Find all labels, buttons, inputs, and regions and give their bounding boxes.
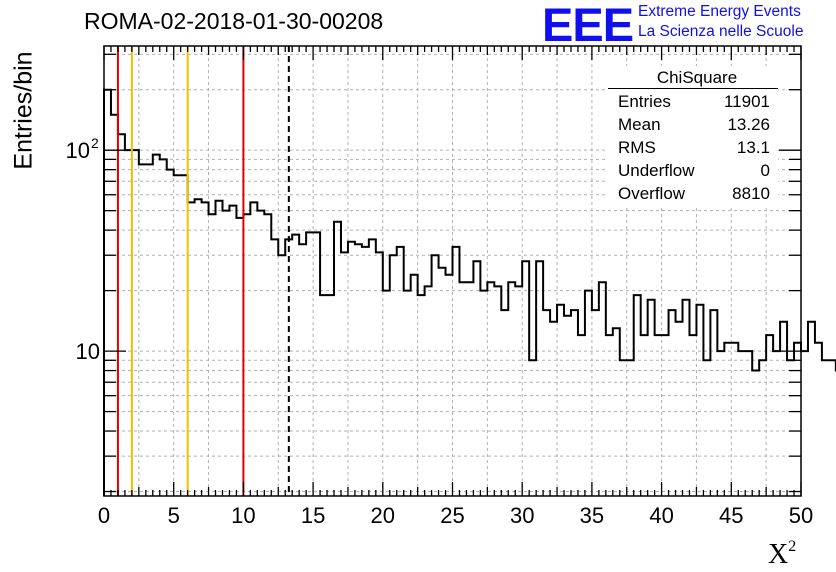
x-tick-label: 35 (580, 503, 604, 528)
x-tick-label: 5 (168, 503, 180, 528)
axis-ticks (103, 46, 802, 496)
x-tick-label: 0 (98, 503, 110, 528)
stats-value: 13.26 (727, 115, 770, 134)
y-tick-label: 10 (76, 339, 100, 364)
x-axis-label: X2 (768, 538, 796, 571)
logo-text-line-1: Extreme Energy Events (638, 3, 801, 20)
eee-logo-mark: EEE (542, 0, 634, 51)
stats-label: RMS (618, 138, 656, 157)
x-tick-label: 30 (510, 503, 534, 528)
histogram-series (103, 88, 836, 496)
reference-lines (116, 46, 290, 496)
stats-box: ChiSquare Entries 11901 Mean 13.26 RMS 13.1… (608, 66, 778, 205)
x-tick-label: 20 (371, 503, 395, 528)
y-tick-label-exponent: 2 (91, 135, 99, 151)
stats-value: 0 (760, 161, 770, 180)
stats-label: Mean (618, 115, 661, 134)
x-tick-label: 25 (440, 503, 464, 528)
stats-row-underflow: Underflow 0 (608, 159, 778, 182)
stats-box-title: ChiSquare (608, 66, 778, 89)
grid-lines (104, 46, 801, 496)
stats-row-entries: Entries 11901 (608, 90, 778, 113)
logo-text-line-2: La Scienza nelle Scuole (638, 23, 804, 40)
stats-label: Entries (618, 92, 671, 111)
y-tick-label: 10 (66, 138, 90, 163)
x-tick-label: 15 (301, 503, 325, 528)
y-axis-label: Entries/bin (9, 51, 38, 170)
histogram-line (103, 88, 836, 496)
stats-value: 13.1 (736, 138, 770, 157)
chart-title: ROMA-02-2018-01-30-00208 (84, 8, 384, 34)
stats-label: Underflow (618, 161, 695, 180)
stats-row-mean: Mean 13.26 (608, 113, 778, 136)
stats-label: Overflow (618, 184, 686, 203)
stats-value: 11901 (723, 92, 770, 111)
x-tick-label: 10 (231, 503, 255, 528)
x-tick-label: 50 (789, 503, 813, 528)
x-axis-label-superscript: 2 (788, 538, 797, 555)
stats-value: 8810 (732, 184, 770, 203)
plot-frame (103, 45, 802, 497)
x-axis-label-text: X (768, 539, 789, 570)
stats-row-overflow: Overflow 8810 (608, 182, 778, 205)
x-tick-label: 45 (719, 503, 743, 528)
stats-row-rms: RMS 13.1 (608, 136, 778, 159)
x-tick-label: 40 (649, 503, 673, 528)
